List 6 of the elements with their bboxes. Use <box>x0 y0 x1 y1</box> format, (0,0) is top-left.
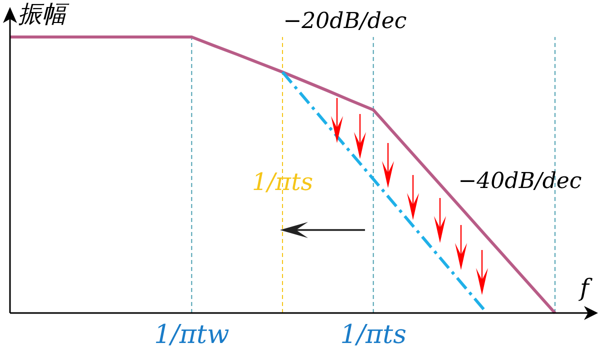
text: −20dB/dec <box>283 9 407 34</box>
x-axis-title: f <box>578 274 593 302</box>
annotation: 1/πts <box>252 168 314 196</box>
annotation: −40dB/dec <box>458 169 582 194</box>
x-tick-label: 1/πtw <box>154 320 230 350</box>
y-axis-title: 振幅 <box>18 0 70 28</box>
